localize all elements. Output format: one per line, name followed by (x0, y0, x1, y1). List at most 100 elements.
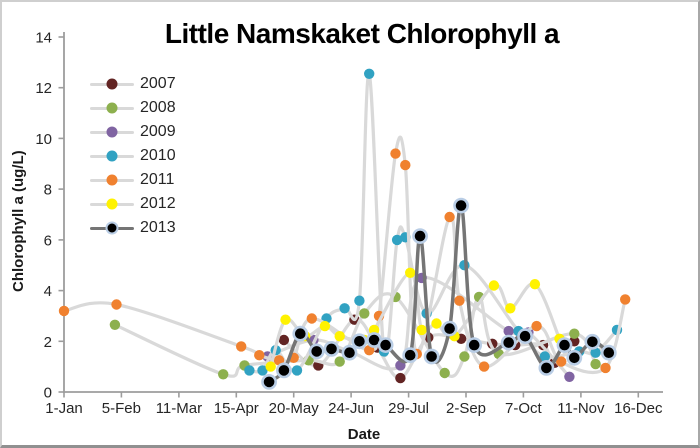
data-point-2013 (423, 348, 440, 365)
y-tick-label: 10 (35, 131, 52, 148)
legend-item-2012: 2012 (90, 192, 176, 216)
data-point-2009 (564, 371, 575, 382)
legend-line-swatch (90, 78, 134, 90)
data-point-2013 (261, 373, 277, 390)
x-tick-label: 2-Sep (446, 400, 486, 417)
data-point-2008 (569, 328, 580, 339)
data-point-2011 (454, 295, 465, 306)
data-point-2011 (556, 356, 567, 367)
data-point-2011 (390, 148, 401, 159)
data-point-2011 (620, 294, 631, 305)
legend-marker-icon (105, 221, 119, 235)
legend-item-2011: 2011 (90, 168, 176, 192)
y-axis-title: Chlorophyll a (ug/L) (10, 150, 27, 292)
data-point-2011 (254, 350, 265, 361)
x-axis-title: Date (347, 426, 381, 443)
y-tick-label: 6 (44, 232, 52, 249)
data-point-2011 (400, 159, 411, 171)
legend-line-swatch (90, 126, 134, 138)
data-point-2013 (402, 347, 419, 364)
data-point-2013 (600, 344, 617, 361)
data-point-2009 (503, 325, 514, 337)
data-point-2013 (412, 228, 428, 244)
data-point-2011 (111, 299, 122, 310)
data-point-2012 (529, 279, 541, 290)
data-point-2011 (306, 313, 317, 324)
data-point-2013 (538, 359, 555, 376)
x-tick-label: 15-Apr (214, 400, 259, 417)
x-tick-label: 11-Nov (557, 400, 605, 417)
data-point-2007 (278, 334, 290, 346)
y-tick-label: 0 (44, 385, 52, 402)
legend-marker-icon (106, 126, 118, 138)
legend-label: 2011 (140, 171, 175, 188)
data-point-2013 (292, 325, 309, 342)
data-point-2012 (416, 324, 427, 336)
data-point-2013 (584, 333, 601, 350)
legend-item-2008: 2008 (90, 96, 176, 120)
data-point-2010 (590, 347, 601, 358)
x-tick-label: 24-Jun (328, 400, 374, 417)
data-point-2008 (359, 308, 370, 319)
x-tick-label: 5-Feb (102, 400, 141, 417)
data-point-2013 (517, 328, 533, 345)
data-point-2012 (334, 331, 345, 342)
legend-label: 2007 (140, 75, 176, 92)
data-point-2011 (600, 362, 611, 374)
legend-line-swatch (90, 150, 134, 162)
data-point-2010 (364, 68, 375, 80)
data-point-2012 (488, 280, 500, 291)
data-point-2013 (566, 349, 583, 366)
data-point-2013 (453, 197, 469, 214)
legend-line-swatch (90, 221, 134, 235)
legend-label: 2010 (140, 147, 176, 164)
data-point-2013 (500, 334, 517, 351)
legend-marker-icon (106, 174, 118, 186)
data-point-2013 (351, 333, 368, 350)
chart-legend: 2007 2008 2009 2010 2011 2012 2013 (90, 72, 176, 240)
legend-marker-icon (106, 150, 118, 162)
data-point-2013 (308, 343, 325, 360)
data-point-2010 (257, 365, 268, 376)
chart-title: Little Namskaket Chlorophyll a (164, 18, 560, 49)
x-tick-label: 1-Jan (45, 400, 83, 417)
data-point-2013 (466, 337, 483, 353)
data-point-2008 (334, 356, 345, 367)
data-point-2007 (395, 372, 406, 384)
data-point-2011 (364, 345, 375, 356)
legend-label: 2012 (140, 195, 176, 212)
data-point-2012 (319, 320, 331, 332)
legend-marker-icon (106, 78, 118, 90)
legend-line-swatch (90, 174, 134, 186)
data-point-2008 (590, 358, 601, 370)
legend-label: 2008 (140, 99, 176, 116)
data-point-2011 (444, 211, 455, 223)
y-tick-label: 2 (44, 334, 52, 351)
data-point-2008 (109, 319, 121, 330)
data-point-2013 (556, 337, 573, 353)
data-point-2010 (244, 365, 255, 376)
data-point-2013 (323, 340, 340, 357)
legend-item-2013: 2013 (90, 216, 176, 240)
legend-line-swatch (90, 102, 134, 114)
data-point-2013 (441, 320, 458, 337)
legend-marker-icon (106, 198, 118, 210)
data-point-2010 (291, 365, 303, 376)
y-tick-label: 12 (35, 80, 52, 97)
data-point-2012 (405, 267, 416, 278)
legend-label: 2013 (140, 219, 176, 236)
data-point-2012 (368, 324, 380, 336)
legend-line-swatch (90, 198, 134, 210)
data-point-2011 (478, 361, 490, 372)
data-point-2013 (341, 344, 358, 361)
x-tick-label: 7-Oct (505, 400, 543, 417)
data-point-2012 (505, 303, 516, 314)
legend-label: 2009 (140, 123, 176, 140)
data-point-2012 (431, 318, 442, 329)
y-tick-label: 14 (35, 30, 52, 47)
data-point-2013 (275, 362, 292, 379)
legend-marker-icon (106, 102, 118, 114)
data-point-2010 (391, 234, 403, 246)
